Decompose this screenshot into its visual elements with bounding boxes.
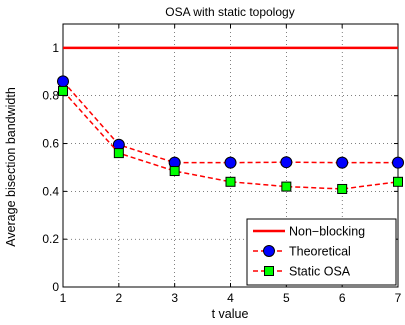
plot-area: 1 2 3 4 5 6 7 0 0.2 0.4 0.6 0.8 1 Non−blocking Theoret…	[42, 23, 404, 305]
data-point	[281, 181, 292, 192]
chart-title: OSA with static topology	[165, 5, 294, 19]
data-point	[224, 156, 237, 169]
y-tick-label: 0.6	[42, 137, 59, 151]
x-tick-label: 6	[339, 291, 346, 305]
legend-label: Static OSA	[289, 265, 351, 279]
x-tick-label: 2	[115, 291, 122, 305]
data-point	[57, 75, 69, 88]
x-tick-label: 1	[60, 291, 67, 305]
legend-label: Non−blocking	[289, 225, 365, 239]
x-tick-label: 4	[227, 291, 234, 305]
data-point	[337, 183, 348, 194]
y-tick-label: 0	[52, 280, 59, 294]
data-point	[58, 85, 68, 96]
data-point	[336, 156, 349, 169]
data-point	[280, 156, 293, 169]
y-tick-label: 0.8	[42, 89, 59, 103]
x-tick-label: 7	[395, 291, 402, 305]
legend-label: Theoretical	[289, 245, 351, 259]
x-tick-label: 5	[283, 291, 290, 305]
data-point	[392, 156, 404, 169]
data-point	[113, 148, 124, 159]
x-axis-label: t value	[212, 307, 249, 321]
y-axis-label: Average bisection bandwidth	[4, 87, 18, 247]
data-point	[169, 166, 180, 177]
data-point	[393, 176, 403, 187]
legend-swatch-marker	[263, 245, 275, 257]
x-tick-label: 3	[171, 291, 178, 305]
legend-swatch-marker	[264, 266, 274, 276]
y-tick-label: 1	[52, 41, 59, 55]
data-point	[225, 176, 236, 187]
y-tick-label: 0.4	[42, 184, 59, 198]
y-tick-label: 0.2	[42, 232, 59, 246]
